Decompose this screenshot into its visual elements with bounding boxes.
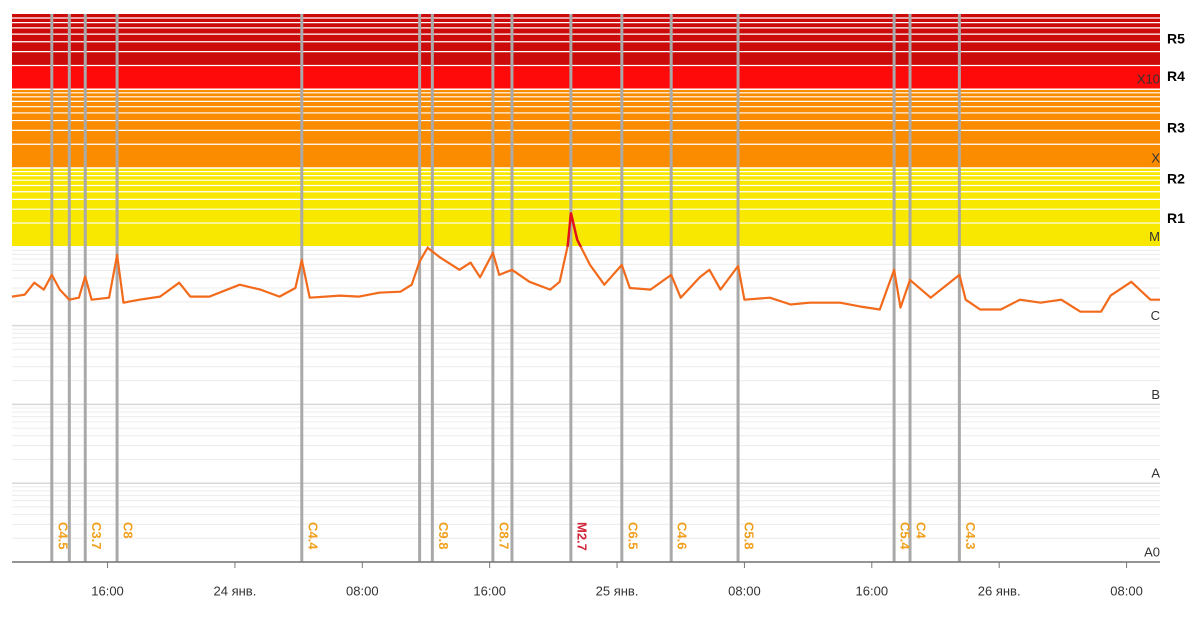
flare-label: C5.4 [898,522,913,550]
r-band [12,65,1160,90]
flare-label: C9.8 [436,522,451,549]
r-level-label: R3 [1167,119,1185,135]
x-tick-label: 25 янв. [596,583,639,598]
r-level-label: R2 [1167,171,1185,187]
y-tick-label: B [1151,387,1160,402]
r-band [12,89,1160,168]
r-band [12,14,1160,66]
flare-label: M2.7 [574,522,589,551]
flare-label: C5.8 [742,522,757,549]
flare-label: C4.3 [963,522,978,549]
y-tick-label: M [1149,229,1160,244]
y-tick-label: X [1151,150,1160,165]
flare-label: C6.5 [625,522,640,549]
flux-line [11,211,1160,313]
x-tick-label: 16:00 [91,583,124,598]
r-level-label: R1 [1167,210,1185,226]
y-tick-label: X10 [1137,72,1160,87]
flare-label: C8.7 [496,522,511,549]
x-tick-label: 08:00 [728,583,761,598]
x-tick-label: 08:00 [1110,583,1143,598]
x-tick-label: 08:00 [346,583,379,598]
flare-label: C8 [121,522,136,539]
r-level-label: R5 [1167,30,1185,46]
flare-label: C3.7 [89,522,104,549]
r-band [12,191,1160,247]
flare-label: C4.4 [305,522,320,550]
x-tick-label: 26 янв. [978,583,1021,598]
r-level-label: R4 [1167,68,1185,84]
flare-label: C4.5 [55,522,70,549]
flare-label: C4 [914,522,929,539]
x-tick-label: 24 янв. [214,583,257,598]
x-tick-label: 16:00 [473,583,506,598]
y-tick-label: A0 [1144,544,1160,559]
y-tick-label: A [1151,466,1160,481]
y-tick-label: C [1151,308,1160,323]
x-tick-label: 16:00 [856,583,889,598]
flare-label: C4.6 [675,522,690,549]
